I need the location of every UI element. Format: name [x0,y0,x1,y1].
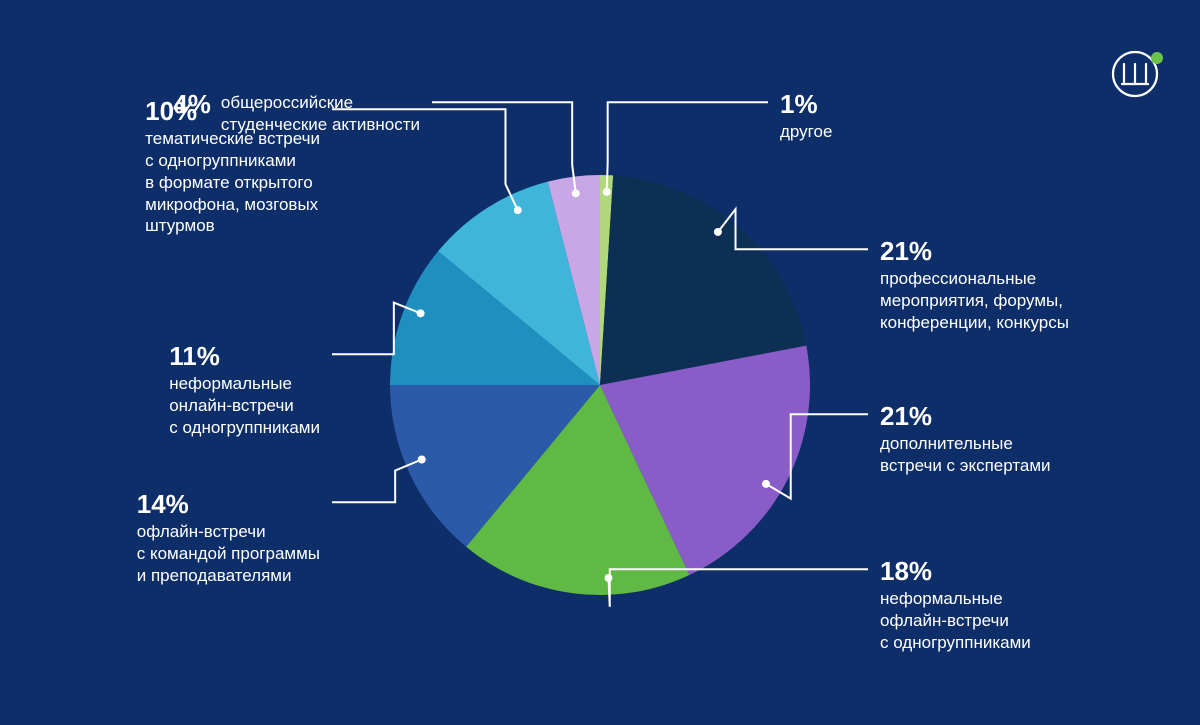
leader-line-national [432,102,576,193]
label-pct-offline_team: 14% [137,488,320,521]
label-desc-other: другое [780,121,832,143]
label-prof: 21%профессиональные мероприятия, форумы,… [880,235,1069,334]
label-desc-experts: дополнительные встречи с экспертами [880,433,1051,477]
label-desc-national: общероссийские студенческие активности [221,88,420,136]
hse-logo [1093,28,1177,112]
label-national: 4% общероссийские студенческие активности [173,88,420,136]
label-desc-offline_team: офлайн-встречи с командой программы и пр… [137,521,320,586]
chart-stage: 1%другое21%профессиональные мероприятия,… [0,0,1200,725]
label-pct-national: 4% [173,88,211,121]
leader-line-offline_team [332,459,422,502]
label-desc-online_grp: неформальные онлайн-встречи с одногруппн… [169,373,320,438]
label-pct-online_grp: 11% [169,340,320,373]
label-pct-experts: 21% [880,400,1051,433]
label-desc-thematic: тематические встречи с одногруппниками в… [145,128,320,237]
logo-dot [1151,52,1163,64]
label-desc-prof: профессиональные мероприятия, форумы, ко… [880,268,1069,333]
label-other: 1%другое [780,88,832,143]
label-pct-other: 1% [780,88,832,121]
label-pct-offline_grp: 18% [880,555,1031,588]
label-offline_team: 14%офлайн-встречи с командой программы и… [137,488,320,587]
label-online_grp: 11%неформальные онлайн-встречи с одногру… [169,340,320,439]
label-pct-prof: 21% [880,235,1069,268]
label-desc-offline_grp: неформальные офлайн-встречи с одногруппн… [880,588,1031,653]
label-offline_grp: 18%неформальные офлайн-встречи с одногру… [880,555,1031,654]
label-experts: 21%дополнительные встречи с экспертами [880,400,1051,477]
logo-glyph [1122,64,1148,84]
